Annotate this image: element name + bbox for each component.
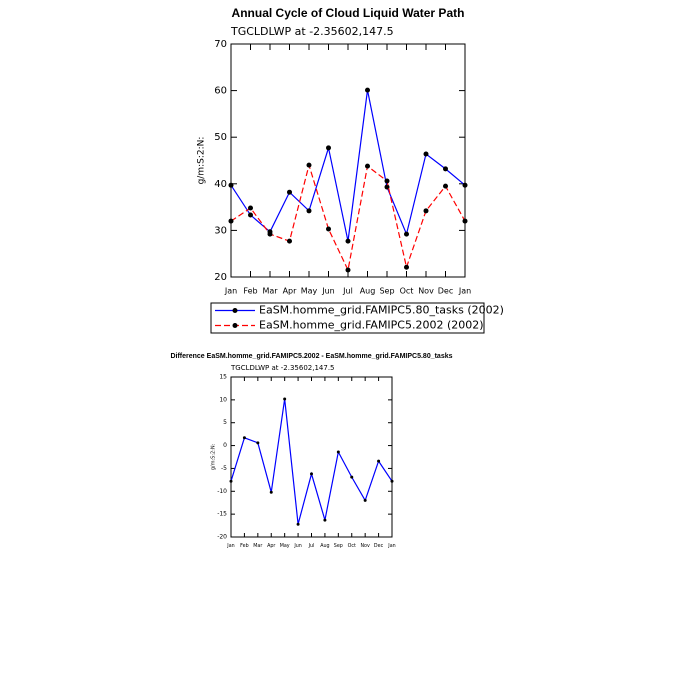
point: [269, 490, 273, 494]
y-tick-label: -10: [217, 488, 227, 495]
point: [310, 472, 313, 476]
y-axis-label: g/m:S:2:N:: [211, 443, 217, 470]
x-tick-label: May: [301, 287, 318, 296]
point: [267, 231, 273, 237]
legend-marker: [232, 323, 238, 328]
point: [256, 441, 260, 445]
point: [242, 436, 246, 440]
chart-title: Annual Cycle of Cloud Liquid Water Path: [232, 6, 465, 20]
y-tick-label: 0: [223, 442, 227, 449]
legend-label: EaSM.homme_grid.FAMIPC5.80_tasks (2002): [259, 304, 504, 317]
point: [248, 212, 253, 218]
x-tick-label: Oct: [400, 287, 414, 296]
point: [443, 183, 448, 189]
y-tick-label: 15: [219, 374, 227, 381]
point: [323, 518, 327, 522]
point: [423, 208, 429, 214]
point: [345, 238, 351, 244]
x-tick-label: Jan: [226, 543, 234, 549]
y-tick-label: -20: [217, 534, 227, 541]
y-axis-label: g/m:S:2:N:: [197, 137, 207, 185]
point: [283, 397, 287, 401]
point: [287, 238, 292, 244]
point: [423, 151, 429, 157]
point: [287, 189, 292, 195]
x-tick-label: Mar: [253, 543, 262, 549]
x-tick-label: Dec: [374, 543, 384, 549]
x-tick-label: Sep: [379, 287, 394, 296]
series-line: [230, 398, 393, 525]
legend-label: EaSM.homme_grid.FAMIPC5.2002 (2002): [259, 319, 484, 332]
point: [336, 450, 340, 454]
point: [443, 166, 448, 172]
point: [296, 522, 300, 526]
x-tick-label: Apr: [283, 287, 298, 296]
x-tick-label: Mar: [262, 287, 278, 296]
x-tick-label: Jan: [224, 287, 237, 296]
chart-subtitle: TGCLDLWP at -2.35602,147.5: [230, 364, 335, 372]
x-tick-label: Dec: [438, 287, 453, 296]
point: [404, 264, 409, 270]
y-tick-label: -15: [217, 511, 227, 518]
x-tick-label: Apr: [267, 543, 275, 549]
x-tick-label: Jan: [458, 287, 471, 296]
chart-subtitle: TGCLDLWP at -2.35602,147.5: [230, 25, 394, 38]
point: [377, 459, 381, 463]
x-tick-label: Jul: [308, 543, 315, 549]
point: [326, 226, 331, 232]
x-tick-label: Aug: [360, 287, 376, 296]
point: [306, 208, 312, 214]
point: [350, 475, 354, 479]
point: [404, 231, 409, 237]
y-tick-label: 10: [219, 396, 227, 403]
point: [390, 479, 394, 483]
y-tick-label: 60: [214, 86, 227, 97]
series-line: [230, 90, 466, 242]
x-tick-label: Aug: [320, 543, 329, 549]
point: [363, 498, 367, 502]
point: [228, 218, 234, 224]
x-tick-label: Sep: [334, 543, 343, 549]
x-tick-label: Nov: [418, 287, 434, 296]
series-line: [230, 162, 466, 272]
point: [306, 162, 312, 168]
point: [345, 267, 351, 273]
y-tick-label: 20: [214, 272, 227, 283]
point: [365, 87, 370, 93]
point: [229, 479, 233, 483]
x-tick-label: Jun: [293, 543, 302, 549]
legend-box: [210, 302, 485, 334]
y-tick-label: 40: [214, 179, 227, 190]
point: [326, 145, 331, 151]
x-tick-label: May: [280, 543, 290, 549]
x-tick-label: Feb: [240, 543, 249, 549]
point: [228, 182, 234, 188]
y-tick-label: 50: [214, 132, 227, 143]
x-tick-label: Jun: [321, 287, 335, 296]
y-tick-label: 70: [214, 39, 227, 50]
point: [365, 163, 370, 169]
y-tick-label: 30: [214, 225, 227, 236]
y-tick-label: 5: [223, 419, 227, 426]
chart-title: Difference EaSM.homme_grid.FAMIPC5.2002 …: [170, 353, 452, 360]
legend-marker: [232, 308, 238, 313]
x-tick-label: Jul: [342, 287, 353, 296]
y-tick-label: -5: [221, 465, 227, 472]
point: [384, 178, 390, 184]
x-tick-label: Feb: [243, 287, 257, 296]
point: [462, 218, 468, 224]
plot-frame: [230, 376, 393, 538]
point: [248, 205, 253, 211]
point: [462, 182, 468, 188]
x-tick-label: Jan: [387, 543, 395, 549]
x-tick-label: Nov: [360, 543, 370, 549]
x-tick-label: Oct: [348, 543, 356, 549]
